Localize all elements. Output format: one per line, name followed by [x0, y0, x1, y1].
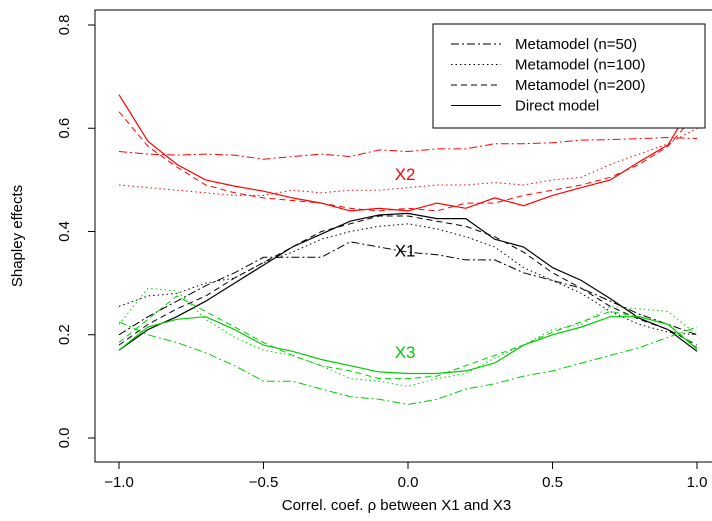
series-x3-dashdot [118, 321, 698, 405]
legend-label: Metamodel (n=200) [515, 77, 646, 94]
y-tick-label: 0.4 [56, 221, 73, 242]
label-x2: X2 [395, 165, 416, 184]
x-tick-label: 0.5 [542, 474, 563, 491]
series-x3-dotted [118, 287, 698, 387]
label-x3: X3 [395, 343, 416, 362]
legend-box [432, 23, 706, 129]
y-tick-label: 0.0 [56, 428, 73, 449]
series-x1-solid [118, 212, 698, 352]
series-x1-dotted [118, 223, 698, 336]
x-axis: −1.0 −0.5 0.0 0.5 1.0 [104, 462, 707, 491]
variable-labels: X2 X1 X3 [395, 165, 416, 362]
legend-label: Direct model [515, 98, 599, 115]
x-tick-label: −0.5 [249, 474, 279, 491]
series-x3-solid [118, 316, 698, 375]
y-axis: 0.0 0.2 0.4 0.6 0.8 [56, 15, 95, 449]
series-x2-solid [118, 94, 698, 212]
plot-border [94, 9, 712, 463]
x-tick-label: 1.0 [687, 474, 708, 491]
y-axis-title: Shapley effects [9, 185, 26, 287]
series-x2-dashed [118, 111, 698, 212]
x-tick-label: −1.0 [104, 474, 134, 491]
y-tick-label: 0.6 [56, 118, 73, 139]
y-tick-label: 0.2 [56, 324, 73, 345]
label-x1: X1 [395, 241, 416, 260]
series-x2-dashdot [118, 136, 698, 160]
x-axis-title: Correl. coef. ρ between X1 and X3 [282, 497, 512, 514]
series-x1-dashed [118, 215, 698, 346]
series-lines [118, 94, 698, 405]
y-tick-label: 0.8 [56, 15, 73, 36]
legend: Metamodel (n=50) Metamodel (n=100) Metamod… [432, 23, 706, 129]
series-x1-dashdot [118, 241, 698, 336]
plot-frame [94, 9, 712, 463]
legend-label: Metamodel (n=100) [515, 57, 646, 74]
series-x3-dashed [118, 295, 698, 380]
x-tick-label: 0.0 [398, 474, 419, 491]
legend-label: Metamodel (n=50) [515, 36, 637, 53]
